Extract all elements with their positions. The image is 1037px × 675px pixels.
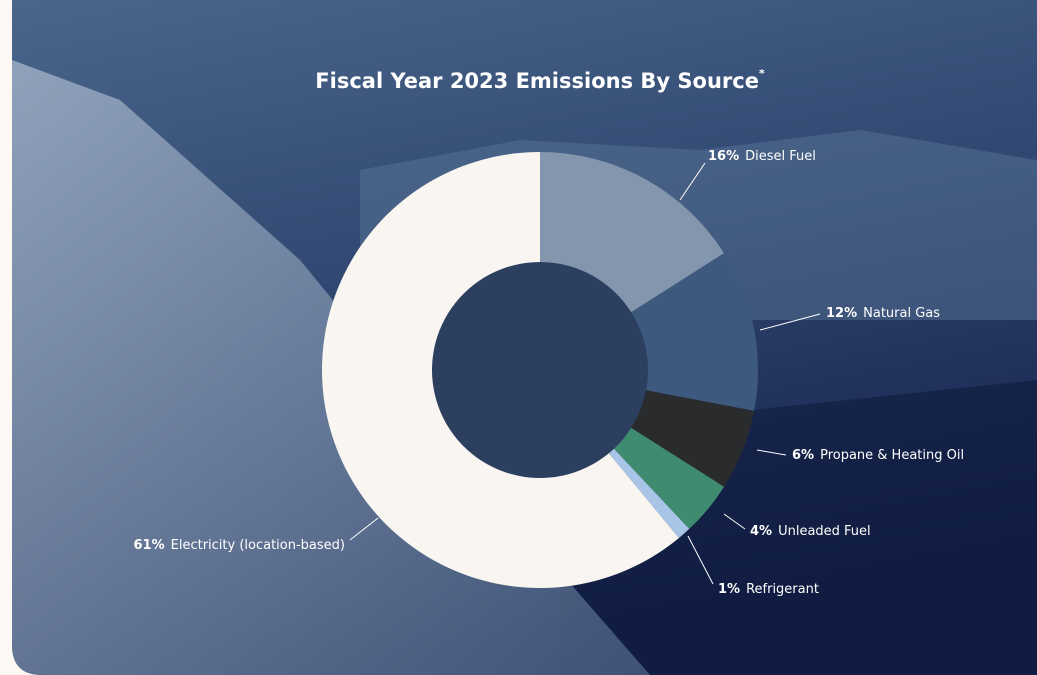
title-note: * — [759, 67, 765, 80]
slice-category-label: Unleaded Fuel — [778, 524, 871, 539]
slice-label: 12% Natural Gas — [826, 306, 940, 321]
slice-label: 16% Diesel Fuel — [708, 149, 816, 164]
donut-slice — [631, 390, 755, 487]
slice-value-label: 4% — [750, 524, 772, 539]
slice-value-label: 6% — [792, 448, 814, 463]
slice-value-label: 61% — [134, 538, 165, 553]
slice-value-label: 1% — [718, 582, 740, 597]
slice-label: 4% Unleaded Fuel — [750, 524, 871, 539]
leader-line — [723, 513, 746, 530]
donut-hole — [432, 262, 648, 478]
title-text: Fiscal Year 2023 Emissions By Source — [315, 69, 759, 93]
slice-category-label: Electricity (location-based) — [171, 538, 345, 553]
leader-line — [687, 535, 714, 585]
leader-line — [349, 517, 379, 541]
slice-category-label: Natural Gas — [863, 306, 940, 321]
slice-category-label: Refrigerant — [746, 582, 819, 597]
slice-label: 1% Refrigerant — [718, 582, 819, 597]
leader-line — [679, 162, 706, 201]
donut-slice — [608, 448, 690, 538]
slice-value-label: 12% — [826, 306, 857, 321]
donut-slice — [631, 253, 758, 411]
slice-category-label: Propane & Heating Oil — [820, 448, 964, 463]
slice-label: 61% Electricity (location-based) — [134, 538, 346, 553]
leader-line — [759, 313, 821, 331]
slice-category-label: Diesel Fuel — [745, 149, 816, 164]
leader-line — [756, 449, 787, 456]
donut-slice — [540, 152, 725, 313]
donut-slice — [613, 427, 725, 529]
chart-title: Fiscal Year 2023 Emissions By Source* — [315, 67, 765, 93]
slice-label: 6% Propane & Heating Oil — [792, 448, 964, 463]
slice-value-label: 16% — [708, 149, 739, 164]
donut-slice — [321, 152, 679, 588]
